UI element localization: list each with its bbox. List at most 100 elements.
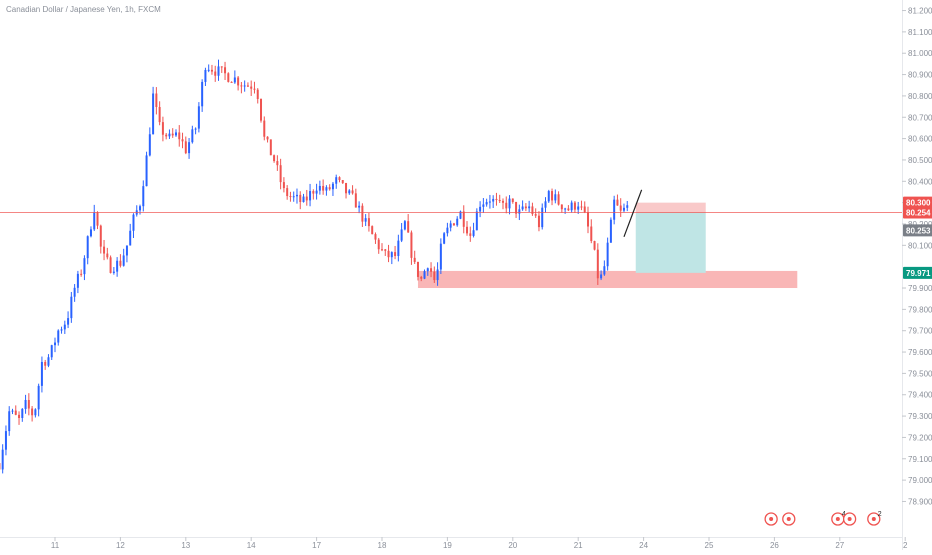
candle-up: [600, 274, 602, 278]
candle-up: [54, 343, 56, 346]
candle-down: [253, 89, 255, 90]
candle-down: [561, 205, 563, 210]
candle-up: [142, 186, 144, 206]
candle-down: [289, 196, 291, 197]
candle-up: [303, 197, 305, 202]
candle-up: [528, 206, 530, 208]
event-icon-dot: [848, 517, 852, 521]
candle-down: [597, 250, 599, 279]
candle-up: [325, 187, 327, 190]
event-icon-dot: [787, 517, 791, 521]
candle-down: [100, 226, 102, 247]
candle-down: [355, 193, 357, 207]
candle-down: [381, 249, 383, 250]
candle-down: [283, 182, 285, 188]
support-zone[interactable]: [418, 271, 797, 288]
candle-up: [90, 229, 92, 236]
candle-down: [417, 262, 419, 277]
candle-up: [541, 208, 543, 227]
candle-down: [224, 67, 226, 73]
candle-down: [558, 194, 560, 204]
price-tick-label: 79.500: [908, 369, 932, 378]
time-tick-label: 25: [705, 541, 714, 550]
candle-up: [41, 362, 43, 386]
price-tick-label: 79.900: [908, 284, 932, 293]
candle-up: [234, 77, 236, 82]
time-tick-label: 27: [835, 541, 844, 550]
candle-up: [67, 318, 69, 325]
candle-down: [584, 207, 586, 213]
candle-layer: [0, 60, 628, 474]
time-tick-label: 24: [639, 541, 648, 550]
candle-up: [626, 205, 628, 208]
take-profit-zone[interactable]: [636, 212, 706, 272]
candle-up: [139, 206, 141, 210]
candle-up: [25, 400, 27, 409]
candle-down: [103, 247, 105, 254]
candle-up: [613, 200, 615, 220]
candle-down: [270, 139, 272, 155]
candle-down: [388, 251, 390, 257]
price-tick-label: 81.200: [908, 7, 932, 16]
candle-up: [132, 215, 134, 231]
candle-down: [165, 135, 167, 137]
candle-down: [221, 66, 223, 67]
candle-up: [188, 142, 190, 153]
candle-down: [159, 107, 161, 122]
candle-down: [587, 212, 589, 226]
candle-up: [427, 268, 429, 271]
price-tick-label: 79.600: [908, 348, 932, 357]
candle-down: [338, 177, 340, 180]
candle-down: [567, 208, 569, 210]
candle-up: [129, 231, 131, 246]
candle-up: [335, 177, 337, 184]
candle-up: [319, 186, 321, 191]
stop-loss-zone[interactable]: [636, 203, 706, 213]
candle-down: [263, 121, 265, 137]
candle-up: [443, 233, 445, 243]
candle-up: [509, 199, 511, 209]
candle-down: [368, 218, 370, 226]
candle-down: [502, 201, 504, 203]
candle-down: [80, 274, 82, 275]
candle-up: [204, 70, 206, 82]
candle-down: [260, 99, 262, 121]
time-tick-label: 14: [247, 541, 256, 550]
candle-down: [250, 87, 252, 89]
candle-down: [551, 191, 553, 200]
time-tick-label: 20: [508, 541, 517, 550]
time-tick-label: 2: [903, 541, 908, 550]
candle-down: [240, 85, 242, 86]
time-tick-label: 19: [443, 541, 452, 550]
candle-up: [548, 191, 550, 201]
candle-up: [195, 129, 197, 130]
candle-up: [401, 229, 403, 240]
price-tick-label: 81.100: [908, 28, 932, 37]
price-tick-label: 80.400: [908, 177, 932, 186]
price-tick-label: 80.800: [908, 92, 932, 101]
candle-up: [571, 203, 573, 211]
candle-up: [440, 244, 442, 270]
candle-up: [358, 206, 360, 208]
candle-up: [208, 70, 210, 71]
price-tick-label: 81.000: [908, 49, 932, 58]
candle-down: [286, 188, 288, 196]
candle-up: [126, 245, 128, 255]
price-tick-label: 79.800: [908, 305, 932, 314]
candle-up: [365, 218, 367, 221]
candle-down: [378, 240, 380, 250]
price-tick-label: 78.900: [908, 497, 932, 506]
event-icon-dot: [769, 517, 773, 521]
candle-up: [391, 252, 393, 257]
candle-up: [296, 195, 298, 196]
candle-up: [492, 199, 494, 202]
candle-up: [332, 184, 334, 190]
candle-up: [623, 208, 625, 211]
candle-up: [191, 129, 193, 142]
candle-down: [384, 249, 386, 250]
candle-up: [38, 386, 40, 409]
